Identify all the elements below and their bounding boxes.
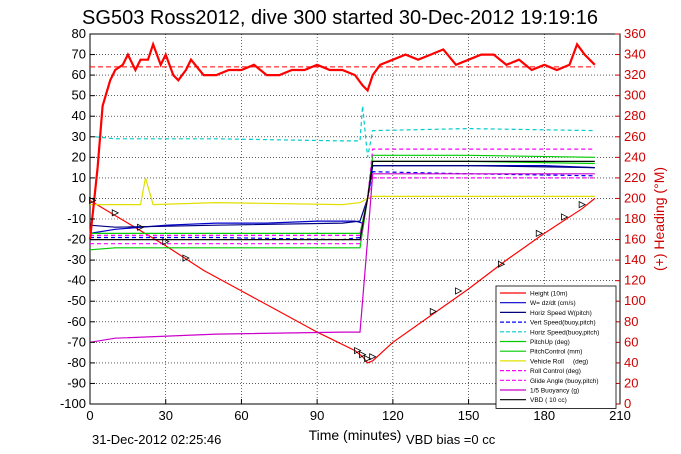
series-line-5 xyxy=(90,154,595,234)
right-tick-label: 200 xyxy=(624,190,646,205)
right-tick-label: 120 xyxy=(624,273,646,288)
height-marker xyxy=(561,213,569,221)
legend-label-3: Vert Speed(buoy,pitch) xyxy=(530,320,596,327)
height-marker xyxy=(137,223,145,231)
right-tick-label: 180 xyxy=(624,211,646,226)
height-marker xyxy=(162,237,170,246)
series-line-11 xyxy=(90,160,595,241)
right-tick-label: 360 xyxy=(624,26,646,41)
y-tick-label: 60 xyxy=(72,67,86,82)
height-marker xyxy=(182,254,190,262)
series-layer xyxy=(88,40,596,364)
y-tick-label: -70 xyxy=(67,334,86,349)
legend-label-6: PitchControl (mm) xyxy=(530,349,582,356)
right-tick-label: 160 xyxy=(624,232,646,247)
height-marker xyxy=(364,355,372,363)
right-tick-label: 220 xyxy=(624,170,646,185)
x-tick-label: 60 xyxy=(234,408,248,423)
y-tick-label: 70 xyxy=(72,47,86,62)
x-tick-label: 210 xyxy=(609,408,631,423)
height-marker xyxy=(111,209,120,217)
right-tick-label: 40 xyxy=(624,355,638,370)
height-marker xyxy=(497,260,506,268)
y-tick-label: -50 xyxy=(67,293,86,308)
height-marker xyxy=(89,196,97,205)
y-tick-label: 20 xyxy=(72,149,86,164)
right-tick-label: 300 xyxy=(624,88,646,103)
y-tick-label: 10 xyxy=(72,170,86,185)
right-tick-label: 80 xyxy=(624,314,638,329)
series-line-10 xyxy=(89,173,595,343)
chart-title: SG503 Ross2012, dive 300 started 30-Dec-… xyxy=(82,7,598,29)
right-tick-label: 280 xyxy=(624,108,646,123)
series-line-0 xyxy=(89,197,596,364)
height-marker xyxy=(369,353,377,361)
height-marker xyxy=(354,346,362,355)
height-marker xyxy=(429,307,438,316)
right-tick-label: 20 xyxy=(624,375,638,390)
heading-line xyxy=(88,40,596,240)
y-tick-label: -100 xyxy=(60,396,86,411)
axis-ticks: 0 30 60 90 120 150 180 21080706050403020100-10-… xyxy=(60,26,646,423)
height-marker xyxy=(359,351,367,359)
footer-vbd-bias: VBD bias =0 cc xyxy=(406,432,496,447)
x-axis-label: Time (minutes) xyxy=(309,427,402,443)
legend-label-10: 1/5 Buoyancy (g) xyxy=(530,388,579,395)
legend-label-8: Roll Control (deg) xyxy=(530,368,581,375)
right-tick-label: 60 xyxy=(624,334,638,349)
height-marker xyxy=(455,287,463,295)
series-line-2 xyxy=(89,165,595,228)
y-tick-label: -10 xyxy=(67,211,86,226)
legend-label-2: Horiz Speed W(pitch) xyxy=(530,310,592,317)
x-tick-label: 120 xyxy=(382,408,404,423)
x-tick-label: 0 xyxy=(86,408,93,423)
right-axis-label: (+) Heading (°M) xyxy=(651,167,667,271)
y-tick-label: -90 xyxy=(67,375,86,390)
height-marker xyxy=(535,229,544,238)
x-tick-label: 90 xyxy=(310,408,324,423)
right-tick-label: 100 xyxy=(624,293,646,308)
y-tick-label: -60 xyxy=(67,314,86,329)
legend-box xyxy=(495,285,617,409)
y-tick-label: 80 xyxy=(72,26,86,41)
series-line-3 xyxy=(90,171,595,241)
y-tick-label: -80 xyxy=(67,355,86,370)
series-line-8 xyxy=(90,148,595,245)
series-line-9 xyxy=(90,177,595,236)
right-tick-label: 0 xyxy=(624,396,631,411)
right-tick-label: 140 xyxy=(624,252,646,267)
legend-label-5: PitchUp (deg) xyxy=(530,339,570,346)
legend-label-1: W= dz/dt (cm/s) xyxy=(530,300,576,307)
y-tick-label: -30 xyxy=(67,252,86,267)
y-tick-label: 30 xyxy=(72,129,86,144)
right-tick-label: 260 xyxy=(624,129,646,144)
y-tick-label: -20 xyxy=(67,232,86,247)
series-line-4 xyxy=(94,105,595,158)
legend: Height (10m) W= dz/dt (cm/s) Horiz Speed W… xyxy=(495,285,617,409)
legend-label-4: Horiz Speed(buoy,pitch) xyxy=(530,329,599,336)
footer-timestamp: 31-Dec-2012 02:25:46 xyxy=(92,432,221,447)
legend-label-0: Height (10m) xyxy=(530,291,568,298)
right-tick-label: 340 xyxy=(624,47,646,62)
legend-label-9: Glide Angle (buoy,pitch) xyxy=(530,378,599,385)
y-tick-label: -40 xyxy=(67,273,86,288)
right-tick-label: 240 xyxy=(624,149,646,164)
x-tick-label: 180 xyxy=(533,408,555,423)
y-tick-label: 0 xyxy=(79,190,86,205)
right-tick-label: 320 xyxy=(624,67,646,82)
legend-label-7: Vehicle Roll (deg) xyxy=(530,358,588,365)
legend-label-11: VBD ( 10 cc) xyxy=(530,397,567,404)
y-tick-label: 50 xyxy=(72,88,86,103)
x-tick-label: 150 xyxy=(458,408,480,423)
x-tick-label: 30 xyxy=(158,408,172,423)
series-line-7 xyxy=(90,177,595,206)
height-marker xyxy=(578,200,587,209)
y-tick-label: 40 xyxy=(72,108,86,123)
